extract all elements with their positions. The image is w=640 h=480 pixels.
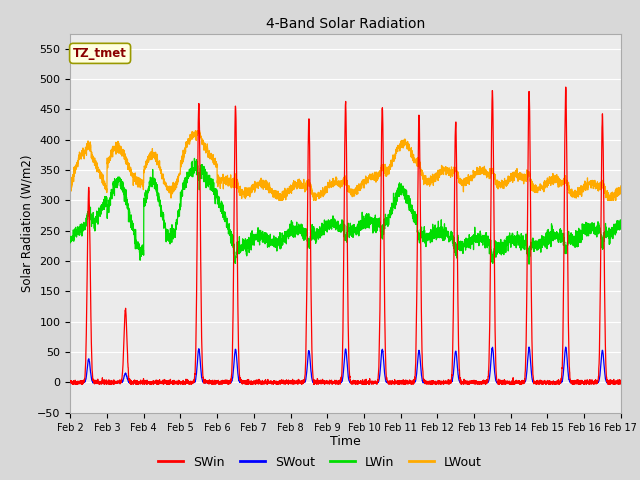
- X-axis label: Time: Time: [330, 435, 361, 448]
- Y-axis label: Solar Radiation (W/m2): Solar Radiation (W/m2): [20, 155, 33, 292]
- Text: TZ_tmet: TZ_tmet: [73, 47, 127, 60]
- Title: 4-Band Solar Radiation: 4-Band Solar Radiation: [266, 17, 425, 31]
- Legend: SWin, SWout, LWin, LWout: SWin, SWout, LWin, LWout: [153, 451, 487, 474]
